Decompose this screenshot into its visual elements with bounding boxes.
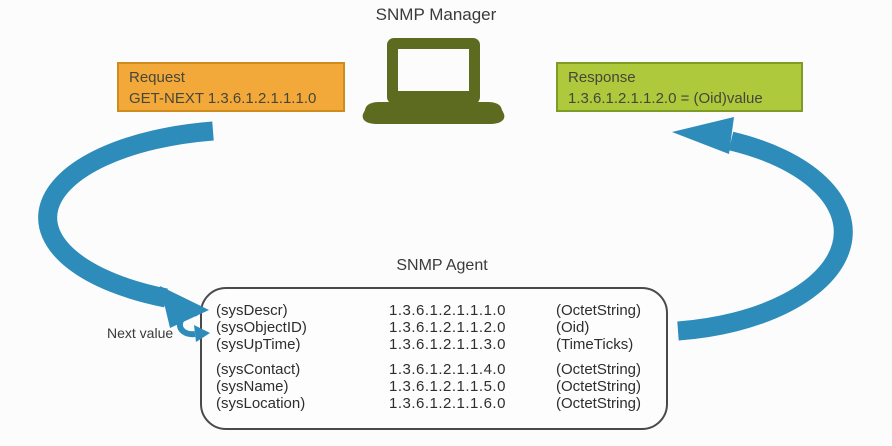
snmp-manager-title: SNMP Manager — [375, 5, 497, 24]
response-arrow-icon — [672, 117, 853, 341]
snmp-agent-title: SNMP Agent — [396, 257, 488, 274]
mib-oid: 1.3.6.1.2.1.1.3.0 — [389, 336, 506, 353]
response-value: 1.3.6.1.2.1.1.2.0 = (Oid)value — [568, 90, 763, 107]
mib-row: (sysObjectID) 1.3.6.1.2.1.1.2.0 (Oid) — [216, 319, 666, 336]
mib-oid: 1.3.6.1.2.1.1.1.0 — [389, 302, 506, 319]
mib-oid: 1.3.6.1.2.1.1.4.0 — [389, 361, 506, 378]
response-box: Response 1.3.6.1.2.1.1.2.0 = (Oid)value — [556, 62, 803, 112]
mib-row: (sysLocation) 1.3.6.1.2.1.1.6.0 (OctetSt… — [216, 395, 666, 412]
mib-row: (sysDescr) 1.3.6.1.2.1.1.1.0 (OctetStrin… — [216, 302, 666, 319]
snmp-agent-box: (sysDescr) 1.3.6.1.2.1.1.1.0 (OctetStrin… — [200, 287, 668, 430]
mib-name: (sysName) — [216, 378, 289, 395]
mib-row: (sysContact) 1.3.6.1.2.1.1.4.0 (OctetStr… — [216, 361, 666, 378]
request-oid: GET-NEXT 1.3.6.1.2.1.1.1.0 — [129, 90, 317, 107]
mib-name: (sysLocation) — [216, 395, 306, 412]
mib-type: (OctetString) — [556, 395, 642, 412]
mib-row: (sysUpTime) 1.3.6.1.2.1.1.3.0 (TimeTicks… — [216, 336, 666, 353]
mib-type: (OctetString) — [556, 378, 642, 395]
mib-oid: 1.3.6.1.2.1.1.5.0 — [389, 378, 506, 395]
mib-name: (sysDescr) — [216, 302, 288, 319]
mib-type: (Oid) — [556, 319, 590, 336]
mib-name: (sysObjectID) — [216, 319, 307, 336]
request-arrow-icon — [38, 121, 214, 328]
mib-oid: 1.3.6.1.2.1.1.6.0 — [389, 395, 506, 412]
response-label: Response — [568, 69, 636, 86]
next-value-label: Next value — [107, 325, 174, 341]
laptop-icon — [362, 38, 505, 124]
mib-row: (sysName) 1.3.6.1.2.1.1.5.0 (OctetString… — [216, 378, 666, 395]
mib-oid: 1.3.6.1.2.1.1.2.0 — [389, 319, 506, 336]
request-label: Request — [129, 69, 185, 86]
mib-name: (sysContact) — [216, 361, 301, 378]
mib-type: (OctetString) — [556, 361, 642, 378]
mib-name: (sysUpTime) — [216, 336, 301, 353]
mib-type: (OctetString) — [556, 302, 642, 319]
mib-type: (TimeTicks) — [556, 336, 634, 353]
request-box: Request GET-NEXT 1.3.6.1.2.1.1.1.0 — [117, 62, 345, 112]
